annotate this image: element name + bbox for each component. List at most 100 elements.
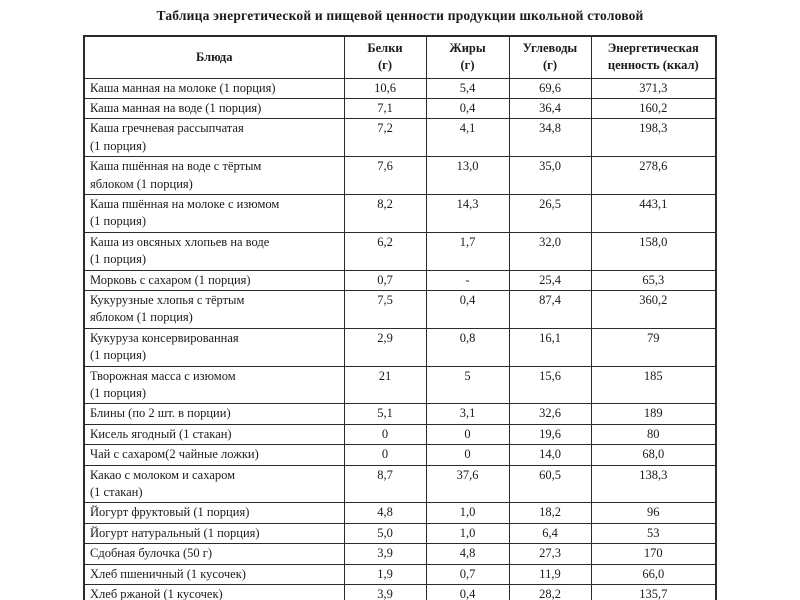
energy-cell: 185: [590, 365, 717, 405]
carbs-cell: 27,3: [508, 543, 592, 565]
protein-cell: 2,9: [343, 327, 427, 367]
header-energy: Энергетическая ценность (ккал): [590, 35, 717, 79]
protein-cell: 7,2: [343, 118, 427, 158]
carbs-cell: 87,4: [508, 289, 592, 329]
carbs-cell: 25,4: [508, 269, 592, 291]
energy-cell: 371,3: [590, 77, 717, 99]
protein-cell: 3,9: [343, 584, 427, 600]
energy-cell: 170: [590, 543, 717, 565]
fat-cell: -: [425, 269, 510, 291]
energy-cell: 135,7: [590, 584, 717, 600]
energy-cell: 66,0: [590, 563, 717, 586]
carbs-cell: 18,2: [508, 502, 592, 524]
carbs-cell: 19,6: [508, 423, 592, 446]
dish-name-cell: Йогурт фруктовый (1 порция): [83, 502, 345, 524]
page-title: Таблица энергетической и пищевой ценност…: [156, 8, 644, 23]
energy-cell: 79: [590, 327, 717, 367]
protein-cell: 5,1: [343, 403, 427, 425]
table-row: Каша манная на воде (1 порция) 7,1 0,4 36,4…: [83, 97, 717, 120]
protein-cell: 0: [343, 444, 427, 466]
fat-cell: 37,6: [425, 464, 510, 504]
dish-name-cell: Кукуруза консервированная (1 порция): [83, 327, 345, 367]
protein-cell: 0: [343, 423, 427, 446]
protein-cell: 0,7: [343, 269, 427, 291]
fat-cell: 5: [425, 365, 510, 405]
table-row: Каша пшённая на воде с тёртым яблоком (1…: [83, 156, 717, 195]
energy-cell: 65,3: [590, 269, 717, 291]
table-row: Хлеб пшеничный (1 кусочек) 1,9 0,7 11,9 66,0: [83, 563, 717, 586]
table-row: Каша пшённая на молоке с изюмом (1 порци…: [83, 193, 717, 233]
fat-cell: 1,0: [425, 502, 510, 524]
dish-name-cell: Каша из овсяных хлопьев на воде (1 порци…: [83, 231, 345, 271]
energy-cell: 360,2: [590, 289, 717, 329]
dish-name-cell: Каша пшённая на молоке с изюмом (1 порци…: [83, 193, 345, 233]
table-row: Каша гречневая рассыпчатая (1 порция) 7,2…: [83, 118, 717, 158]
carbs-cell: 15,6: [508, 365, 592, 405]
header-dish: Блюда: [83, 35, 345, 79]
protein-cell: 7,1: [343, 97, 427, 120]
dish-name-cell: Блины (по 2 шт. в порции): [83, 403, 345, 425]
protein-cell: 6,2: [343, 231, 427, 271]
energy-cell: 160,2: [590, 97, 717, 120]
table-row: Хлеб ржаной (1 кусочек) 3,9 0,4 28,2 135,7: [83, 584, 717, 600]
table-row: Сдобная булочка (50 г) 3,9 4,8 27,3 170: [83, 543, 717, 565]
fat-cell: 0,4: [425, 289, 510, 329]
energy-cell: 278,6: [590, 156, 717, 195]
fat-cell: 13,0: [425, 156, 510, 195]
table-row: Кукуруза консервированная (1 порция) 2,9 0…: [83, 327, 717, 367]
fat-cell: 3,1: [425, 403, 510, 425]
protein-cell: 7,5: [343, 289, 427, 329]
energy-cell: 68,0: [590, 444, 717, 466]
carbs-cell: 34,8: [508, 118, 592, 158]
fat-cell: 0,4: [425, 97, 510, 120]
dish-name-cell: Кукурузные хлопья с тёртым яблоком (1 по…: [83, 289, 345, 329]
carbs-cell: 36,4: [508, 97, 592, 120]
dish-name-cell: Чай с сахаром(2 чайные ложки): [83, 444, 345, 466]
table-row: Какао с молоком и сахаром (1 стакан) 8,7 3…: [83, 464, 717, 504]
carbs-cell: 32,0: [508, 231, 592, 271]
dish-name-cell: Кисель ягодный (1 стакан): [83, 423, 345, 446]
fat-cell: 1,7: [425, 231, 510, 271]
fat-cell: 0,7: [425, 563, 510, 586]
energy-cell: 96: [590, 502, 717, 524]
protein-cell: 21: [343, 365, 427, 405]
carbs-cell: 14,0: [508, 444, 592, 466]
dish-name-cell: Йогурт натуральный (1 порция): [83, 522, 345, 545]
carbs-cell: 32,6: [508, 403, 592, 425]
table-row: Йогурт натуральный (1 порция) 5,0 1,0 6,4 53: [83, 522, 717, 545]
carbs-cell: 35,0: [508, 156, 592, 195]
table-row: Морковь с сахаром (1 порция) 0,7-25,4 65,3: [83, 269, 717, 291]
energy-cell: 443,1: [590, 193, 717, 233]
dish-name-cell: Творожная масса с изюмом (1 порция): [83, 365, 345, 405]
dish-name-cell: Хлеб ржаной (1 кусочек): [83, 584, 345, 600]
table-row: Блины (по 2 шт. в порции) 5,1 3,1 32,6 189: [83, 403, 717, 425]
header-row: Блюда Белки (г) Жиры (г) Углеводы (г) Эн…: [83, 35, 717, 79]
protein-cell: 4,8: [343, 502, 427, 524]
dish-name-cell: Каша гречневая рассыпчатая (1 порция): [83, 118, 345, 158]
table-row: Каша из овсяных хлопьев на воде (1 порци…: [83, 231, 717, 271]
fat-cell: 4,1: [425, 118, 510, 158]
header-fat: Жиры (г): [425, 35, 510, 79]
energy-cell: 80: [590, 423, 717, 446]
dish-name-cell: Каша пшённая на воде с тёртым яблоком (1…: [83, 156, 345, 195]
energy-cell: 138,3: [590, 464, 717, 504]
table-header: Блюда Белки (г) Жиры (г) Углеводы (г) Эн…: [83, 35, 717, 79]
header-protein: Белки (г): [343, 35, 427, 79]
carbs-cell: 6,4: [508, 522, 592, 545]
carbs-cell: 11,9: [508, 563, 592, 586]
protein-cell: 10,6: [343, 77, 427, 99]
carbs-cell: 60,5: [508, 464, 592, 504]
table-row: Йогурт фруктовый (1 порция) 4,8 1,0 18,2 96: [83, 502, 717, 524]
table-body: Каша манная на молоке (1 порция) 10,6 5,4 6…: [83, 77, 717, 600]
table-row: Чай с сахаром(2 чайные ложки) 0 0 14,0 68,0: [83, 444, 717, 466]
protein-cell: 3,9: [343, 543, 427, 565]
fat-cell: 4,8: [425, 543, 510, 565]
protein-cell: 8,7: [343, 464, 427, 504]
dish-name-cell: Сдобная булочка (50 г): [83, 543, 345, 565]
carbs-cell: 28,2: [508, 584, 592, 600]
carbs-cell: 16,1: [508, 327, 592, 367]
table-row: Творожная масса с изюмом (1 порция) 21 5 15…: [83, 365, 717, 405]
protein-cell: 7,6: [343, 156, 427, 195]
protein-cell: 8,2: [343, 193, 427, 233]
